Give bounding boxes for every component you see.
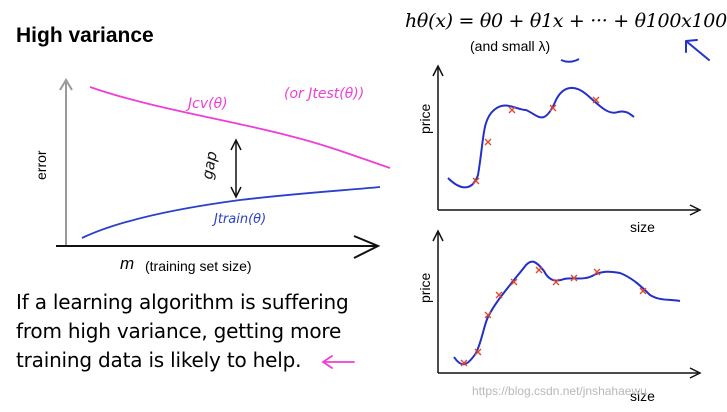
train-error-curve xyxy=(81,186,381,239)
top-xlabel: size xyxy=(630,219,655,235)
lc-x-arrow-icon xyxy=(353,235,381,259)
top-fit-curve xyxy=(447,87,635,189)
pink-arrow-icon xyxy=(321,355,355,369)
slide-title: High variance xyxy=(16,24,154,47)
bottom-xlabel: size xyxy=(630,388,655,404)
top-price-plot: price size xyxy=(417,64,702,235)
data-point xyxy=(552,278,560,286)
data-point xyxy=(508,106,516,114)
train-error-label: Jtrain(θ) xyxy=(211,212,266,227)
bottom-fit-curve xyxy=(453,260,681,366)
cv-error-curve xyxy=(89,86,391,169)
bottom-x-arrow-icon xyxy=(689,367,702,379)
data-point xyxy=(639,287,647,295)
hypothesis-formula: hθ(x) = θ0 + θ1x + ··· + θ100x100 xyxy=(405,10,727,32)
data-point xyxy=(460,359,468,367)
bottom-y-arrow-icon xyxy=(432,229,444,242)
gap-arrow-bottom-icon xyxy=(230,186,242,199)
bottom-ylabel: price xyxy=(417,272,433,303)
data-point xyxy=(495,291,503,299)
data-point xyxy=(484,138,492,146)
formula-text: hθ(x) = θ0 + θ1x + ··· + θ100x100 xyxy=(405,10,727,32)
lc-ylabel: error xyxy=(33,150,49,180)
top-x-arrow-icon xyxy=(689,204,702,216)
data-point xyxy=(593,268,601,276)
data-point xyxy=(570,274,578,282)
watermark: https://blog.csdn.net/jnshahaewu xyxy=(472,384,647,398)
statement: If a learning algorithm is suffering fro… xyxy=(16,288,376,375)
statement-line: training data is likely to help. xyxy=(16,348,302,372)
data-point xyxy=(474,348,482,356)
lc-xlabel-symbol: m xyxy=(120,254,134,273)
statement-line: If a learning algorithm is suffering xyxy=(16,290,349,314)
learning-curve-plot: error gap Jcv(θ) (or Jtest(θ)) Jtrain(θ)… xyxy=(33,78,391,274)
statement-line: from high variance, getting more xyxy=(16,319,342,343)
lc-xlabel-text: (training set size) xyxy=(145,258,252,274)
gap-label: gap xyxy=(198,150,221,181)
bottom-data-points xyxy=(460,266,647,367)
bottom-price-plot: price size xyxy=(417,229,702,404)
test-error-label: (or Jtest(θ)) xyxy=(284,86,364,102)
data-point xyxy=(472,177,480,185)
data-point xyxy=(592,96,600,104)
lc-y-arrow-icon xyxy=(59,78,73,91)
formula-note: (and small λ) xyxy=(470,38,551,54)
top-ylabel: price xyxy=(417,103,433,134)
cv-error-label: Jcv(θ) xyxy=(185,96,228,112)
data-point xyxy=(535,266,543,274)
top-y-arrow-icon xyxy=(432,64,444,77)
data-point xyxy=(549,104,557,112)
formula-arrow-icon xyxy=(685,39,710,61)
lambda-underline xyxy=(560,58,580,63)
data-point xyxy=(484,311,492,319)
gap-arrow-top-icon xyxy=(230,138,242,151)
top-data-points xyxy=(472,96,600,185)
data-point xyxy=(510,278,518,286)
